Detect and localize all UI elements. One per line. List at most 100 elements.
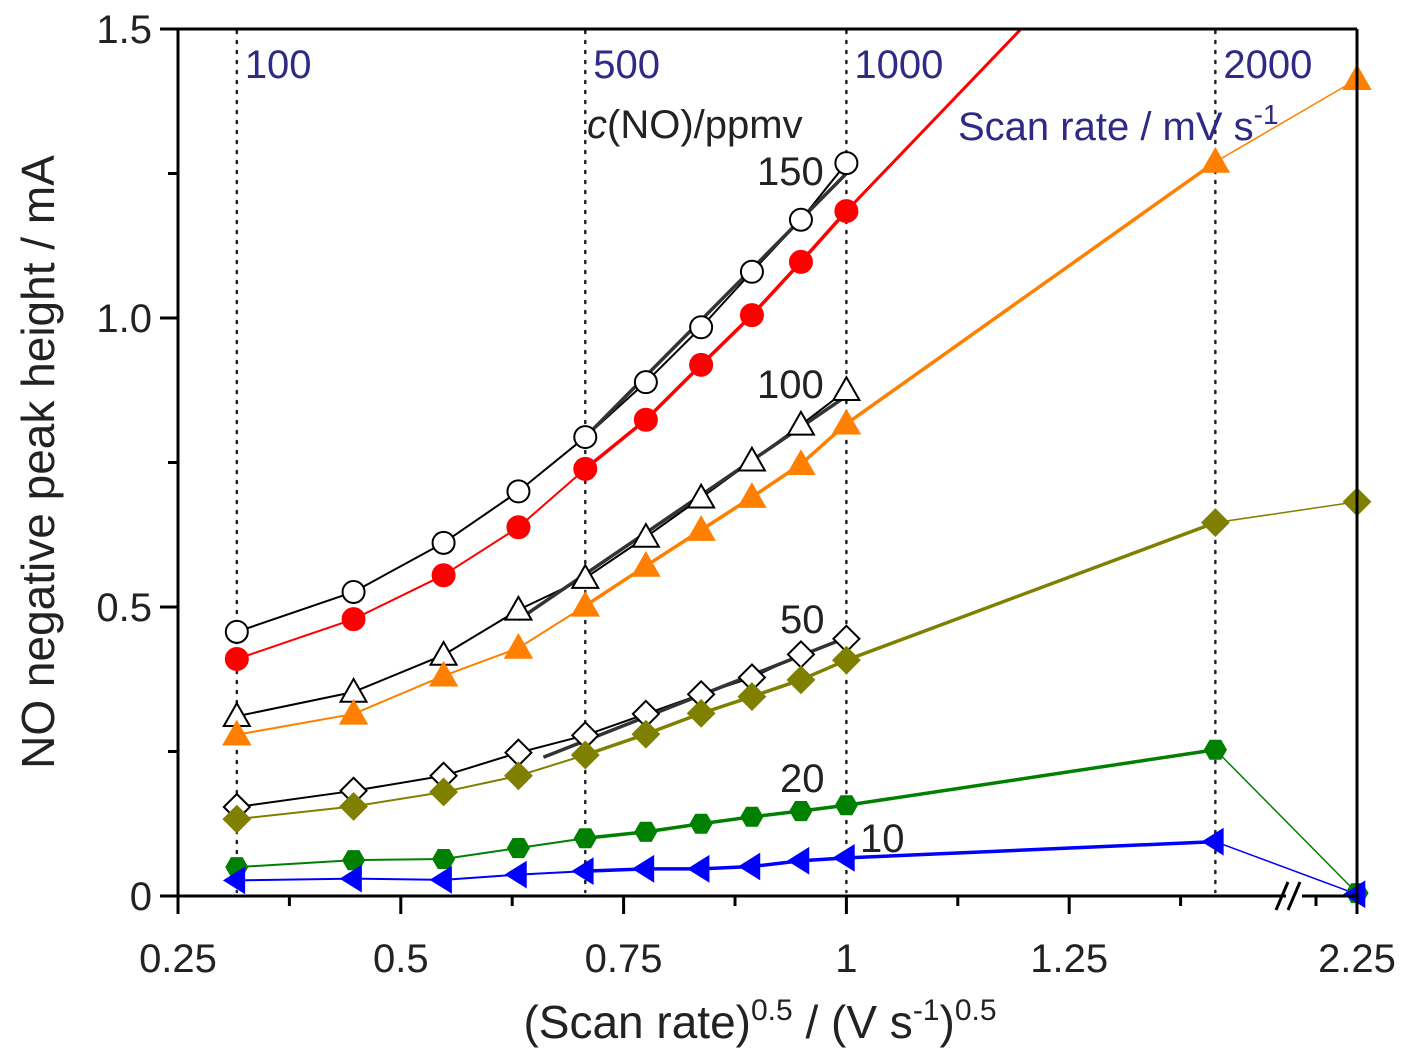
data-point-circle bbox=[689, 352, 714, 377]
scan-rate-label-500: 500 bbox=[593, 43, 660, 87]
concentration-unit-label: c(NO)/ppmv bbox=[587, 103, 803, 147]
y-tick-label: 0.5 bbox=[96, 586, 152, 630]
data-point-triangle bbox=[737, 445, 767, 472]
series-line-segment bbox=[700, 271, 753, 328]
data-point-triangle bbox=[831, 408, 862, 435]
series-line-segment bbox=[1214, 78, 1358, 163]
x-tick-label: 2.25 bbox=[1318, 937, 1396, 981]
y-axis-title: NO negative peak height / mA bbox=[12, 155, 64, 769]
data-point-hexagon bbox=[432, 849, 456, 869]
data-point-diamond bbox=[570, 740, 600, 770]
data-point-hexagon bbox=[789, 801, 813, 822]
y-tick-label: 0 bbox=[130, 875, 152, 919]
data-point-triangle-left bbox=[571, 857, 594, 886]
concentration-label-20: 20 bbox=[780, 757, 825, 801]
data-point-triangle-left bbox=[339, 864, 362, 893]
concentration-label-50: 50 bbox=[780, 598, 825, 642]
data-point-diamond bbox=[831, 645, 861, 675]
series-line-segment bbox=[517, 436, 586, 493]
x-tick-label: 0.25 bbox=[139, 937, 217, 981]
data-point-hexagon bbox=[689, 813, 713, 834]
data-point-circle bbox=[739, 259, 764, 284]
data-point-triangle bbox=[686, 515, 716, 541]
data-point-triangle-left bbox=[1343, 880, 1366, 909]
data-point-diamond bbox=[686, 698, 716, 728]
series-line-segment bbox=[236, 877, 354, 882]
data-point-diamond bbox=[222, 804, 252, 834]
concentration-label-150: 150 bbox=[757, 150, 824, 194]
series-line-segment bbox=[353, 858, 444, 862]
scan-rate-label-100: 100 bbox=[245, 43, 312, 87]
data-point-triangle-left bbox=[832, 843, 855, 872]
data-point-circle bbox=[573, 425, 598, 450]
data-point-circle bbox=[506, 515, 531, 540]
x-tick-label: 0.75 bbox=[585, 937, 663, 981]
data-point-hexagon bbox=[740, 806, 764, 827]
series-line-segment bbox=[584, 418, 647, 471]
data-point-circle bbox=[788, 249, 813, 274]
series-line-segment bbox=[750, 260, 803, 317]
data-point-triangle bbox=[686, 482, 716, 509]
x-tick-label: 1 bbox=[835, 937, 857, 981]
series-line-segment bbox=[353, 654, 444, 693]
series-line-segment bbox=[443, 751, 519, 777]
scan-rate-label-2000: 2000 bbox=[1223, 43, 1312, 87]
series-line-segment bbox=[517, 468, 586, 528]
data-point-circle bbox=[689, 315, 714, 340]
data-point-circle bbox=[341, 607, 366, 632]
series-line-segment bbox=[236, 859, 354, 869]
data-point-triangle-left bbox=[631, 854, 655, 883]
data-point-diamond bbox=[631, 719, 661, 749]
y-tick-label: 1.5 bbox=[96, 8, 152, 52]
concentration-label-100: 100 bbox=[757, 363, 824, 407]
data-point-triangle-left bbox=[737, 852, 761, 881]
axis-break-mark bbox=[1286, 881, 1302, 911]
concentration-label-10: 10 bbox=[860, 817, 905, 861]
data-point-triangle bbox=[786, 449, 816, 475]
series-line-segment bbox=[443, 647, 519, 677]
data-point-hexagon bbox=[573, 828, 597, 849]
axes: 0 0.5 1.0 1.5 0.25 0.5 0.75 1 1.25 2.25 (Scan rate… bbox=[12, 8, 1396, 1048]
data-point-triangle bbox=[338, 676, 369, 703]
scan-rate-label-1000: 1000 bbox=[854, 43, 943, 87]
series-line-segment bbox=[353, 574, 445, 621]
series-line-segment bbox=[518, 837, 586, 850]
data-point-circle bbox=[506, 479, 531, 504]
data-point-triangle bbox=[786, 409, 816, 436]
data-point-triangle bbox=[570, 590, 601, 617]
data-point-circle bbox=[573, 456, 598, 481]
data-point-circle bbox=[834, 151, 859, 176]
data-point-circle bbox=[224, 619, 249, 644]
y-tick-label: 1.0 bbox=[96, 297, 152, 341]
data-point-circle bbox=[341, 579, 366, 604]
data-point-hexagon bbox=[834, 795, 858, 816]
series-line-segment bbox=[845, 520, 1216, 662]
data-point-hexagon bbox=[1203, 739, 1227, 760]
series-line-segment bbox=[1215, 501, 1358, 524]
series-line-segment bbox=[644, 363, 703, 421]
series-line-segment bbox=[236, 591, 354, 633]
series-line-segment bbox=[236, 690, 354, 718]
x-tick-label: 0.5 bbox=[373, 937, 429, 981]
data-point-diamond bbox=[429, 777, 458, 807]
series-line-segment bbox=[443, 490, 520, 544]
series-line-segment bbox=[236, 789, 354, 808]
series-line-segment bbox=[443, 774, 519, 793]
series-layer bbox=[222, 27, 1372, 909]
series-line-segment bbox=[236, 805, 354, 821]
data-point-triangle bbox=[570, 563, 601, 589]
data-point-triangle bbox=[503, 633, 534, 659]
data-point-triangle bbox=[338, 698, 369, 725]
x-axis-title: (Scan rate)0.5 / (V s-1)0.5 bbox=[523, 994, 996, 1048]
data-point-triangle bbox=[503, 594, 534, 621]
data-point-triangle bbox=[831, 375, 862, 401]
data-point-triangle-left bbox=[687, 854, 710, 883]
x-tick-label: 1.25 bbox=[1030, 937, 1108, 981]
series-line-segment bbox=[236, 618, 354, 660]
data-point-circle bbox=[224, 647, 249, 672]
data-point-triangle bbox=[737, 482, 767, 508]
series-line-extension bbox=[845, 27, 1023, 213]
series-line-segment bbox=[443, 847, 519, 860]
data-point-triangle-left bbox=[787, 846, 810, 875]
